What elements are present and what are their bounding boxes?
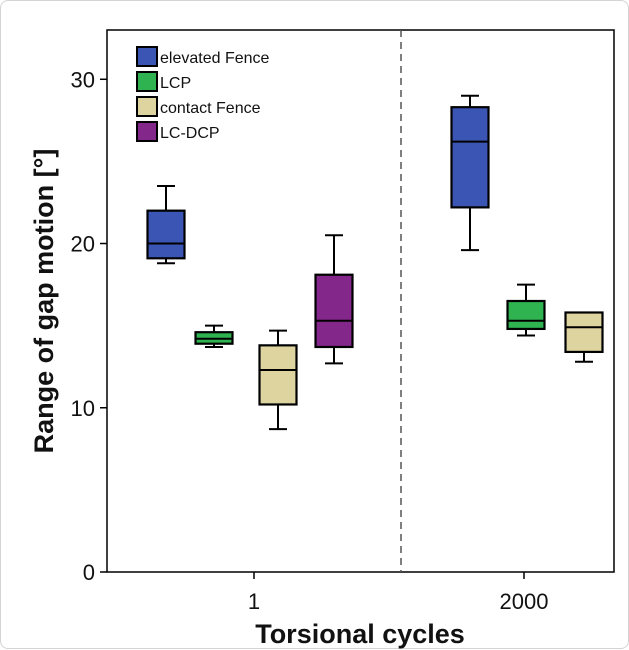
x-tick-label: 1	[248, 589, 260, 614]
x-tick-label: 2000	[500, 589, 549, 614]
legend-swatch	[136, 121, 158, 142]
box-lcp-2000	[506, 283, 546, 337]
iqr-box	[314, 273, 354, 349]
box-contact-fence-2000	[564, 311, 604, 363]
box-contact-fence-1	[258, 329, 298, 431]
legend: elevated Fence LCP contact Fence LC-DCP	[136, 46, 270, 142]
iqr-box	[146, 209, 186, 260]
plot-frame	[106, 29, 615, 573]
y-axis-ticks: 0 10 20 30	[71, 67, 107, 585]
box-elevated-fence-2000	[450, 94, 490, 252]
legend-label: LC-DCP	[160, 125, 220, 142]
y-tick-label: 20	[71, 232, 95, 257]
legend-swatch	[136, 46, 158, 67]
x-axis-title: Torsional cycles	[255, 619, 465, 649]
x-axis-ticks: 1 2000	[248, 572, 549, 614]
legend-item: LCP	[136, 71, 191, 92]
y-tick-label: 10	[71, 396, 95, 421]
box-lcp-1	[194, 324, 234, 348]
legend-item: LC-DCP	[136, 121, 220, 142]
iqr-box	[506, 299, 546, 331]
legend-item: contact Fence	[136, 96, 261, 117]
box-elevated-fence-1	[146, 185, 186, 265]
legend-swatch	[136, 96, 158, 117]
box-series-group	[146, 94, 604, 431]
iqr-box	[258, 344, 298, 406]
legend-item: elevated Fence	[136, 46, 270, 67]
legend-label: elevated Fence	[160, 50, 270, 67]
iqr-box	[450, 106, 490, 209]
y-tick-label: 0	[83, 560, 95, 585]
legend-swatch	[136, 71, 158, 92]
y-tick-label: 30	[71, 67, 95, 92]
box-lc-dcp-1	[314, 234, 354, 365]
iqr-box	[564, 311, 604, 354]
y-axis-title: Range of gap motion [°]	[29, 149, 59, 454]
legend-label: LCP	[160, 75, 191, 92]
legend-label: contact Fence	[160, 100, 261, 117]
